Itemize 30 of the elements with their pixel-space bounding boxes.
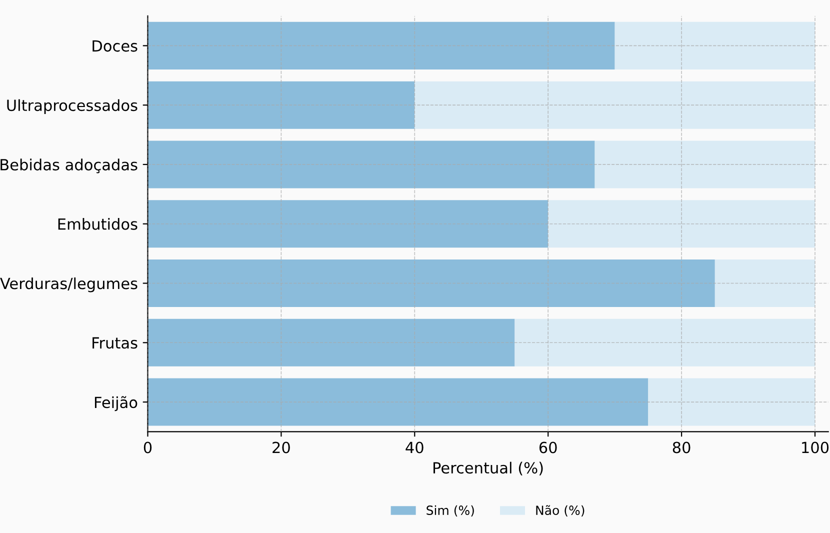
bar [148,140,595,188]
y-tick-label: Embutidos [58,218,138,230]
legend-label: Sim (%) [426,505,474,516]
bar [148,259,715,308]
bar [148,22,615,70]
bar [148,200,548,248]
x-tick-label: 100 [802,442,829,454]
y-tick-label: Verduras/legumes [0,277,138,292]
legend-label: Não (%) [536,505,584,516]
bar [514,318,815,366]
bar [148,81,415,129]
y-tick-label: Ultraprocessados [7,99,138,114]
y-tick-label: Frutas [92,337,138,349]
bar [714,259,815,308]
bar [594,140,815,188]
x-axis-title: Percentual (%) [434,462,543,476]
x-tick-label: 80 [672,442,690,454]
x-tick-label: 40 [406,442,424,454]
y-tick-label: Feijão [94,396,138,412]
y-tick-label: Doces [92,40,138,52]
x-tick-label: 0 [144,442,152,454]
bar [614,22,815,70]
x-tick-label: 60 [539,442,557,454]
x-tick-label: 20 [272,442,290,454]
bar [148,378,648,426]
y-tick-label: Bebidas adoçadas [0,158,138,174]
bar [148,318,515,366]
bar [414,81,815,129]
bar [648,378,815,426]
bar [548,200,815,248]
